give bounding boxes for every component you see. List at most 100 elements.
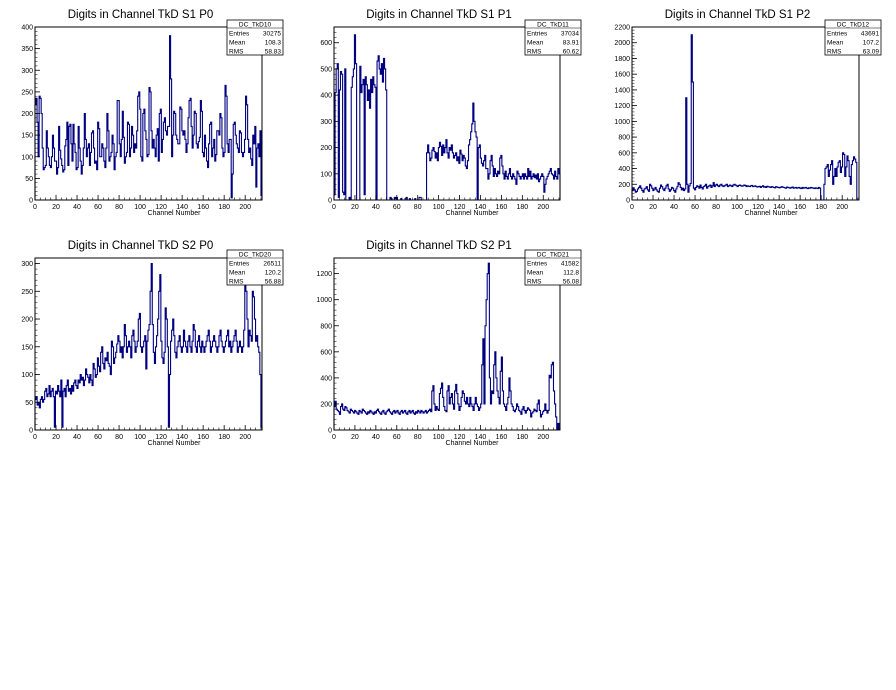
x-tick-label: 180 xyxy=(516,204,528,211)
y-tick-label: 0 xyxy=(328,198,332,205)
y-tick-label: 2200 xyxy=(614,25,630,32)
stats-box-frame xyxy=(226,249,284,286)
x-axis-label: Channel Number xyxy=(148,210,202,217)
histogram-series xyxy=(333,34,561,201)
x-tick-label: 200 xyxy=(836,204,848,211)
histogram-series xyxy=(34,35,263,200)
y-tick-label: 1000 xyxy=(614,119,630,126)
x-tick-label: 20 xyxy=(52,434,60,441)
y-tick-label: 300 xyxy=(320,119,332,126)
x-tick-label: 140 xyxy=(773,204,785,211)
y-tick-label: 200 xyxy=(618,182,630,189)
stats-mean-label: Mean xyxy=(527,40,544,47)
x-axis-label: Channel Number xyxy=(148,440,202,447)
y-tick-label: 250 xyxy=(21,289,33,296)
x-tick-label: 0 xyxy=(630,204,634,211)
stats-mean-label: Mean xyxy=(527,270,544,277)
stats-entries-value: 43691 xyxy=(861,31,879,38)
y-tick-label: 400 xyxy=(320,93,332,100)
stats-name: DC_TkD12 xyxy=(837,22,870,29)
x-tick-label: 140 xyxy=(475,204,487,211)
y-tick-label: 400 xyxy=(618,166,630,173)
y-tick-label: 50 xyxy=(25,400,33,407)
histogram-pad-2: Digits in Channel TkD S1 P1 0 20 40 60 80 100 1… xyxy=(320,9,582,217)
stats-entries-label: Entries xyxy=(827,31,848,38)
y-tick-label: 1800 xyxy=(614,56,630,63)
y-tick-label: 500 xyxy=(320,66,332,73)
y-tick-label: 200 xyxy=(320,401,332,408)
stats-mean-value: 112.8 xyxy=(563,270,579,277)
x-tick-label: 100 xyxy=(731,204,743,211)
x-tick-label: 40 xyxy=(670,204,678,211)
x-tick-label: 80 xyxy=(115,434,123,441)
x-axis-label: Channel Number xyxy=(446,440,500,447)
y-tick-label: 800 xyxy=(618,135,630,142)
x-tick-label: 60 xyxy=(393,434,401,441)
y-tick-label: 350 xyxy=(21,46,33,53)
x-axis-label: Channel Number xyxy=(446,210,500,217)
stats-box: DC_TkD20 Entries 26511 Mean 120.2 RMS 56.88 xyxy=(226,249,284,286)
stats-name: DC_TkD11 xyxy=(537,22,569,29)
y-tick-label: 0 xyxy=(29,198,33,205)
x-tick-label: 160 xyxy=(496,434,508,441)
x-tick-label: 40 xyxy=(372,204,380,211)
x-tick-label: 100 xyxy=(134,434,146,441)
plot-frame xyxy=(333,26,561,201)
y-tick-label: 400 xyxy=(320,375,332,382)
plot-frame xyxy=(333,257,561,431)
y-tick-label: 400 xyxy=(21,25,33,32)
x-axis-label: Channel Number xyxy=(745,210,799,217)
y-tick-label: 1200 xyxy=(316,271,332,278)
y-tick-label: 1600 xyxy=(614,72,630,79)
stats-entries-value: 41582 xyxy=(561,261,579,268)
y-tick-label: 0 xyxy=(29,428,33,435)
stats-box: DC_TkD10 Entries 30275 Mean 108.3 RMS 58.83 xyxy=(226,19,284,56)
x-tick-label: 0 xyxy=(332,434,336,441)
y-tick-label: 150 xyxy=(21,344,33,351)
stats-box-frame xyxy=(824,19,882,56)
y-tick-label: 0 xyxy=(328,428,332,435)
stats-mean-value: 108.3 xyxy=(265,40,282,47)
chart-title: Digits in Channel TkD S2 P1 xyxy=(366,240,512,252)
x-tick-label: 180 xyxy=(218,434,230,441)
x-tick-label: 80 xyxy=(414,204,422,211)
stats-entries-value: 30275 xyxy=(263,31,281,38)
stats-entries-label: Entries xyxy=(527,261,548,268)
histogram-series xyxy=(333,262,560,431)
x-tick-label: 120 xyxy=(454,204,466,211)
x-tick-label: 20 xyxy=(52,204,60,211)
y-tick-label: 600 xyxy=(320,40,332,47)
x-tick-label: 0 xyxy=(332,204,336,211)
x-tick-label: 180 xyxy=(516,434,528,441)
chart-title: Digits in Channel TkD S2 P0 xyxy=(68,240,214,252)
x-tick-label: 80 xyxy=(115,204,123,211)
x-tick-label: 80 xyxy=(414,434,422,441)
stats-rms-label: RMS xyxy=(229,49,244,56)
y-tick-label: 2000 xyxy=(614,40,630,47)
x-tick-label: 100 xyxy=(134,204,146,211)
stats-entries-value: 37034 xyxy=(561,31,579,38)
stats-box-frame xyxy=(524,19,582,56)
stats-rms-label: RMS xyxy=(827,49,842,56)
stats-rms-value: 58.83 xyxy=(265,49,282,56)
x-tick-label: 140 xyxy=(176,204,188,211)
stats-entries-value: 26511 xyxy=(263,261,281,268)
stats-mean-label: Mean xyxy=(827,40,844,47)
stats-rms-label: RMS xyxy=(527,49,542,56)
x-tick-label: 0 xyxy=(33,434,37,441)
x-tick-label: 180 xyxy=(815,204,827,211)
y-tick-label: 0 xyxy=(626,198,630,205)
y-tick-label: 50 xyxy=(25,176,33,183)
stats-box: DC_TkD12 Entries 43691 Mean 107.2 RMS 63.09 xyxy=(824,19,882,56)
x-tick-label: 160 xyxy=(197,434,209,441)
plot-frame xyxy=(34,257,263,431)
y-tick-label: 200 xyxy=(21,317,33,324)
stats-mean-value: 120.2 xyxy=(265,270,282,277)
stats-name: DC_TkD21 xyxy=(537,252,570,259)
histogram-series xyxy=(34,263,263,430)
x-tick-label: 180 xyxy=(218,204,230,211)
stats-entries-label: Entries xyxy=(229,261,250,268)
x-tick-label: 120 xyxy=(454,434,466,441)
stats-mean-label: Mean xyxy=(229,40,246,47)
